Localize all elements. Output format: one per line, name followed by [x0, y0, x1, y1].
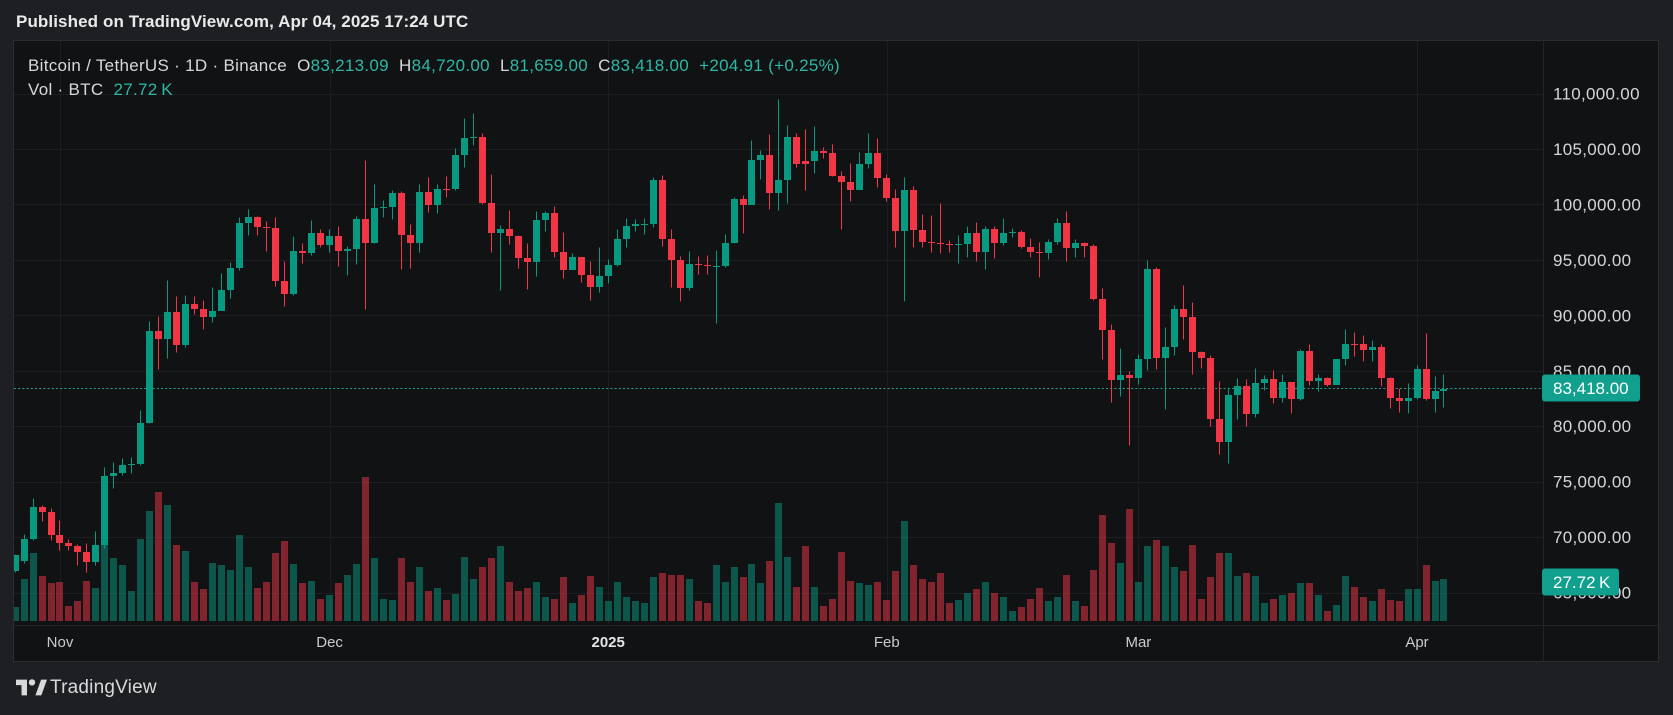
- svg-text:Apr: Apr: [1405, 634, 1428, 651]
- svg-text:Mar: Mar: [1125, 634, 1151, 651]
- svg-text:Nov: Nov: [47, 634, 74, 651]
- svg-text:Feb: Feb: [874, 634, 900, 651]
- svg-text:2025: 2025: [592, 634, 625, 651]
- svg-text:110,000.00: 110,000.00: [1553, 85, 1640, 104]
- svg-text:Dec: Dec: [316, 634, 343, 651]
- svg-text:75,000.00: 75,000.00: [1553, 473, 1631, 492]
- svg-text:95,000.00: 95,000.00: [1553, 251, 1631, 270]
- svg-text:90,000.00: 90,000.00: [1553, 306, 1631, 325]
- svg-text:105,000.00: 105,000.00: [1553, 140, 1641, 159]
- svg-text:83,418.00: 83,418.00: [1553, 379, 1629, 398]
- svg-text:70,000.00: 70,000.00: [1553, 528, 1631, 547]
- svg-text:27.72 K: 27.72 K: [1553, 573, 1611, 592]
- svg-text:100,000.00: 100,000.00: [1553, 195, 1641, 214]
- svg-text:80,000.00: 80,000.00: [1553, 417, 1631, 436]
